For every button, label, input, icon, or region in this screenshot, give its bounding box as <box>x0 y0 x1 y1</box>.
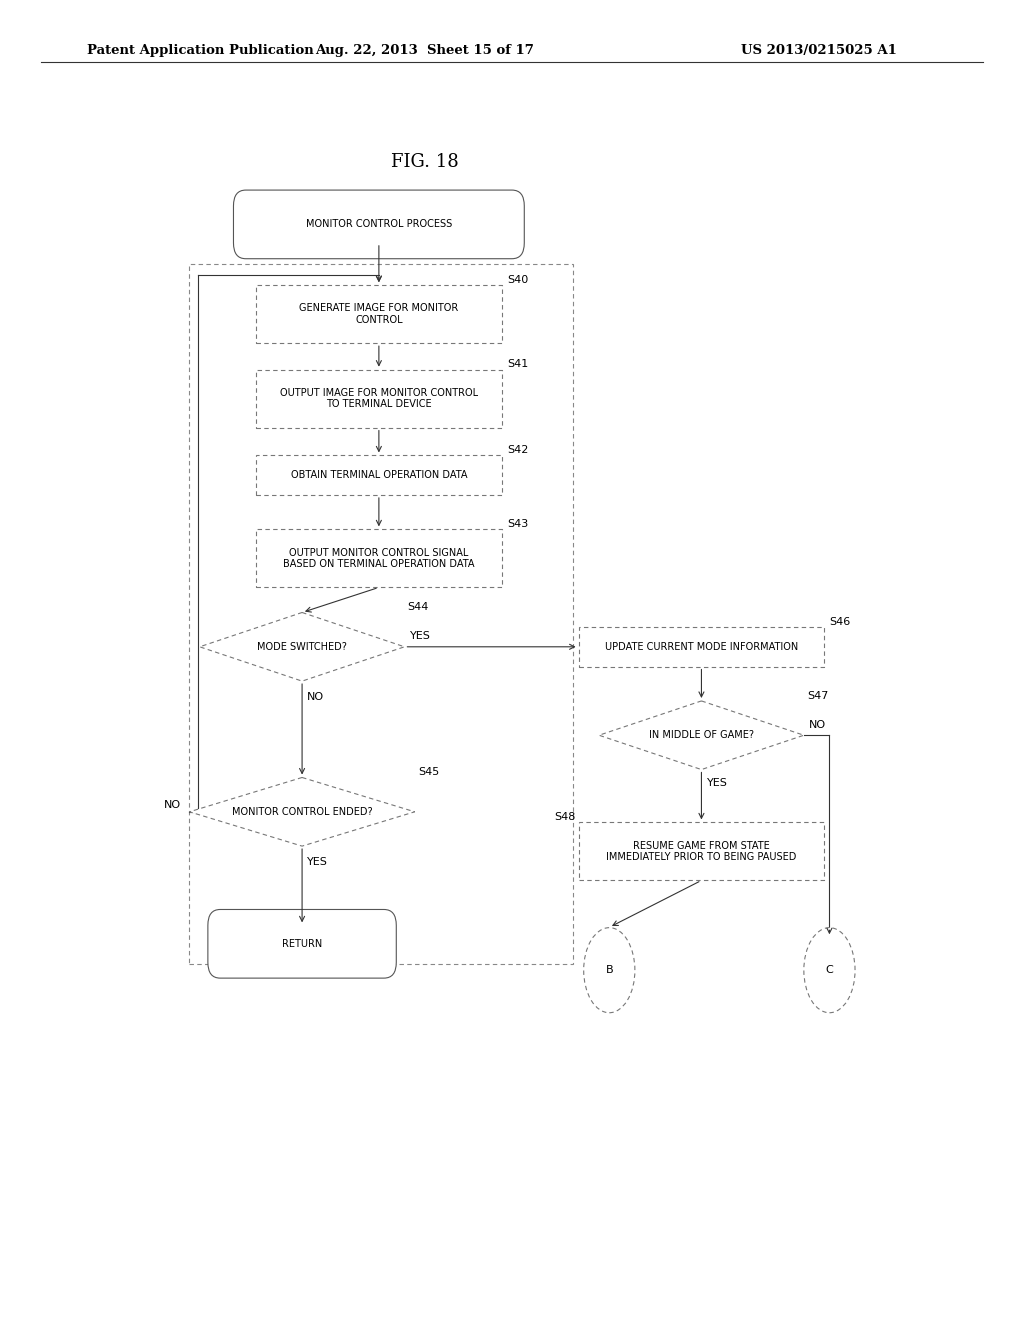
Bar <box>256 285 502 343</box>
Text: NO: NO <box>809 719 826 730</box>
Polygon shape <box>599 701 804 770</box>
Text: S46: S46 <box>829 616 851 627</box>
Text: MODE SWITCHED?: MODE SWITCHED? <box>257 642 347 652</box>
Text: YES: YES <box>410 631 430 642</box>
Bar <box>579 627 824 667</box>
Text: B: B <box>605 965 613 975</box>
Bar <box>189 264 573 964</box>
Text: NO: NO <box>307 692 325 702</box>
Text: S41: S41 <box>507 359 528 370</box>
Text: S42: S42 <box>507 445 528 455</box>
Bar <box>256 529 502 587</box>
Text: FIG. 18: FIG. 18 <box>391 153 459 172</box>
Bar <box>579 822 824 880</box>
Ellipse shape <box>804 928 855 1012</box>
Bar <box>256 455 502 495</box>
Text: OBTAIN TERMINAL OPERATION DATA: OBTAIN TERMINAL OPERATION DATA <box>291 470 467 480</box>
Text: Aug. 22, 2013  Sheet 15 of 17: Aug. 22, 2013 Sheet 15 of 17 <box>315 44 535 57</box>
Text: S43: S43 <box>507 519 528 529</box>
Text: MONITOR CONTROL PROCESS: MONITOR CONTROL PROCESS <box>306 219 452 230</box>
Text: OUTPUT MONITOR CONTROL SIGNAL
BASED ON TERMINAL OPERATION DATA: OUTPUT MONITOR CONTROL SIGNAL BASED ON T… <box>283 548 475 569</box>
Text: US 2013/0215025 A1: US 2013/0215025 A1 <box>741 44 897 57</box>
Text: YES: YES <box>307 857 328 867</box>
Text: GENERATE IMAGE FOR MONITOR
CONTROL: GENERATE IMAGE FOR MONITOR CONTROL <box>299 304 459 325</box>
Text: YES: YES <box>707 777 727 788</box>
FancyBboxPatch shape <box>208 909 396 978</box>
Text: S47: S47 <box>807 690 828 701</box>
Polygon shape <box>189 777 415 846</box>
Polygon shape <box>200 612 404 681</box>
Text: S45: S45 <box>418 767 439 777</box>
Text: S44: S44 <box>408 602 429 612</box>
Text: S40: S40 <box>507 275 528 285</box>
Text: NO: NO <box>164 800 181 810</box>
FancyBboxPatch shape <box>233 190 524 259</box>
Text: OUTPUT IMAGE FOR MONITOR CONTROL
TO TERMINAL DEVICE: OUTPUT IMAGE FOR MONITOR CONTROL TO TERM… <box>280 388 478 409</box>
Text: C: C <box>825 965 834 975</box>
Text: RETURN: RETURN <box>282 939 323 949</box>
Text: S48: S48 <box>554 812 575 822</box>
Text: Patent Application Publication: Patent Application Publication <box>87 44 313 57</box>
Ellipse shape <box>584 928 635 1012</box>
Text: RESUME GAME FROM STATE
IMMEDIATELY PRIOR TO BEING PAUSED: RESUME GAME FROM STATE IMMEDIATELY PRIOR… <box>606 841 797 862</box>
Text: UPDATE CURRENT MODE INFORMATION: UPDATE CURRENT MODE INFORMATION <box>605 642 798 652</box>
Text: IN MIDDLE OF GAME?: IN MIDDLE OF GAME? <box>649 730 754 741</box>
Bar <box>256 370 502 428</box>
Text: MONITOR CONTROL ENDED?: MONITOR CONTROL ENDED? <box>231 807 373 817</box>
